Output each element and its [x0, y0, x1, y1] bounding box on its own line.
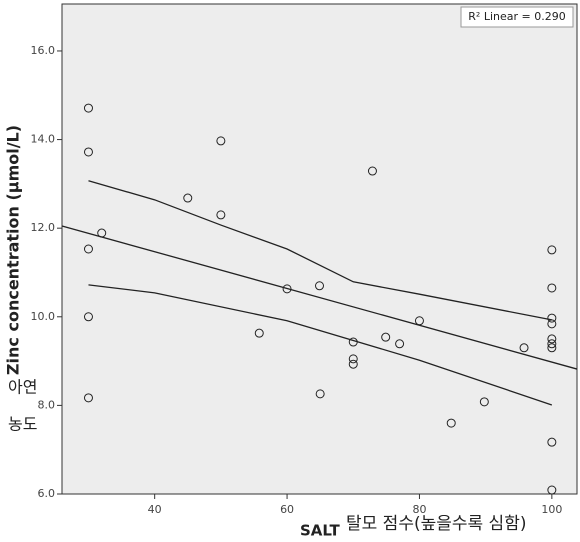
y-tick-label: 14.0 [31, 133, 56, 146]
point [547, 334, 557, 344]
point [83, 244, 93, 254]
point [414, 316, 424, 326]
point [83, 147, 93, 157]
fit-legend: R² Linear = 0.290 [468, 10, 565, 23]
point [83, 312, 93, 322]
ci-lower [88, 284, 553, 406]
point [282, 284, 292, 294]
point [315, 281, 324, 291]
point [547, 485, 557, 495]
y-tick-label: 6.0 [38, 487, 56, 500]
point [183, 193, 193, 203]
y-tick-label: 10.0 [31, 310, 56, 323]
annotation: 농도 [8, 415, 37, 434]
point [547, 343, 557, 353]
point [216, 210, 226, 220]
point [479, 397, 489, 407]
point [254, 328, 264, 338]
point [315, 389, 325, 399]
annotation: 탈모 점수(높을수록 심함) [346, 514, 526, 534]
point [395, 339, 405, 349]
point [83, 393, 93, 403]
point [97, 228, 107, 238]
point [83, 103, 93, 113]
y-axis-label: Zinc concentration (μmol/L) [4, 125, 23, 375]
ci-upper [88, 180, 552, 321]
x-axis-label: SALT [300, 522, 340, 540]
point [381, 332, 391, 342]
annotation: 아연 [8, 378, 37, 397]
fit-line [61, 225, 578, 370]
point [216, 136, 226, 146]
point [519, 343, 529, 353]
point [547, 437, 557, 447]
point [348, 337, 358, 347]
point [547, 319, 557, 329]
x-tick-label: 40 [148, 503, 162, 516]
y-tick-label: 12.0 [31, 221, 56, 234]
point [446, 418, 456, 428]
x-tick-label: 80 [412, 503, 426, 516]
point [367, 166, 377, 176]
x-tick-label: 60 [280, 503, 294, 516]
x-tick-label: 100 [541, 503, 562, 516]
point [547, 283, 557, 293]
plot-area [61, 3, 578, 495]
legend-box [460, 6, 574, 28]
point [547, 245, 557, 255]
y-tick-label: 16.0 [31, 44, 56, 57]
point [547, 313, 557, 323]
y-tick-label: 8.0 [38, 398, 56, 411]
point [547, 339, 557, 349]
point [348, 359, 358, 369]
point [348, 354, 358, 364]
